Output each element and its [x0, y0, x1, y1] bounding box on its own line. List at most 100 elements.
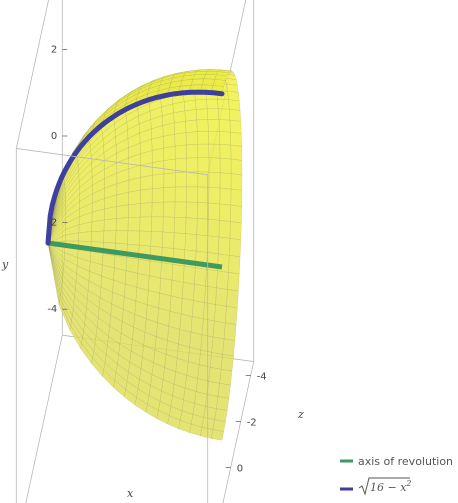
surface-patch [116, 205, 128, 219]
surface-patch [208, 131, 219, 144]
surface-patch [138, 259, 150, 276]
y-tick-label: 2 [51, 44, 57, 55]
surface-patch [183, 266, 195, 284]
surface-patch [211, 430, 224, 441]
surface-patch [209, 158, 220, 173]
surface-patch [209, 187, 220, 204]
surface-patch [175, 145, 187, 159]
surface-patch [220, 188, 231, 205]
surface-patch [129, 190, 141, 205]
surface-patch [225, 306, 237, 324]
surface-patch [193, 284, 205, 302]
surface-patch [151, 217, 163, 232]
legend-entry-axis: axis of revolution [340, 455, 453, 468]
surface-patch [186, 120, 198, 133]
surface-patch [116, 231, 128, 244]
surface-patch [128, 217, 140, 231]
legend-label-axis: axis of revolution [358, 455, 453, 468]
surface-patch [193, 74, 206, 79]
surface-patch [229, 238, 241, 256]
surface-patch [185, 234, 197, 252]
surface-patch [127, 231, 139, 245]
surface-patch [196, 235, 208, 253]
surface-patch [104, 231, 117, 243]
z-tick-label: -4 [257, 371, 267, 382]
surface-patch [196, 109, 208, 120]
surface-patch [187, 172, 198, 187]
surface-patch [230, 132, 241, 146]
surface-patch [164, 159, 176, 174]
surface-patch [148, 276, 160, 293]
surface-patch [128, 204, 140, 218]
surface-patch [92, 220, 105, 232]
surface-patch [186, 218, 198, 235]
surface-patch [175, 202, 187, 218]
surface-patch [175, 172, 186, 187]
surface-patch [160, 278, 172, 296]
surface-patch [219, 131, 230, 145]
surface-patch [174, 233, 186, 250]
z-tick-label: 0 [237, 463, 243, 474]
surface-patch [191, 317, 203, 335]
surface-patch [186, 132, 198, 145]
surface-patch [210, 352, 222, 369]
surface-patch [231, 189, 242, 206]
surface-patch [217, 99, 229, 109]
x-axis-label: x [127, 487, 134, 500]
surface-patch [220, 369, 232, 385]
legend: axis of revolution 16 − x2 [340, 455, 453, 494]
surface-patch [213, 79, 226, 86]
surface-patch [216, 288, 228, 307]
surface-patch [126, 257, 138, 273]
legend-label-function: 16 − x2 [370, 479, 412, 494]
y-tick-label: -2 [47, 218, 57, 229]
surface-patch [226, 289, 238, 308]
surface-patch [209, 172, 220, 188]
surface-patch [214, 305, 226, 323]
surface-patch [217, 254, 229, 273]
surface-patch [220, 158, 231, 174]
surface-patch [220, 173, 231, 189]
surface-patch [206, 99, 218, 109]
surface-patch [209, 144, 220, 158]
surface-patch [229, 109, 241, 121]
z-tick-label: -2 [247, 417, 257, 428]
surface-patch [216, 397, 229, 411]
surface-patch [202, 79, 215, 85]
surface-patch [164, 146, 176, 160]
y-tick-label: 0 [51, 131, 57, 142]
surface-patch [163, 134, 175, 148]
surface-patch [197, 202, 209, 219]
surface-patch [198, 158, 209, 173]
surface-patch [195, 99, 207, 109]
surface-patch [220, 144, 231, 159]
surface-patch [174, 121, 186, 134]
surface-patch [204, 286, 216, 304]
surface-patch [217, 271, 229, 290]
surface-patch [174, 217, 186, 233]
surface-patch [140, 203, 152, 218]
surface-patch [194, 268, 206, 286]
surface-patch [184, 100, 196, 111]
surface-patch [207, 109, 219, 120]
surface-patch [208, 203, 219, 220]
surface-patch [228, 272, 240, 291]
surface-patch [182, 282, 194, 300]
surface-patch [231, 145, 242, 160]
surface-patch [191, 79, 204, 85]
surface-patch [205, 71, 218, 75]
surface-patch [164, 187, 176, 202]
surface-patch [198, 144, 209, 158]
surface-patch [208, 219, 220, 237]
surface-patch [213, 420, 226, 432]
surface-patch [230, 222, 241, 240]
surface-patch [175, 187, 187, 202]
surface-patch [139, 231, 151, 246]
surface-patch [186, 202, 198, 218]
surface-patch [181, 298, 193, 316]
surface-patch [162, 232, 174, 249]
surface-patch [197, 218, 209, 235]
surface-patch [141, 175, 153, 190]
surface-patch [212, 337, 224, 354]
